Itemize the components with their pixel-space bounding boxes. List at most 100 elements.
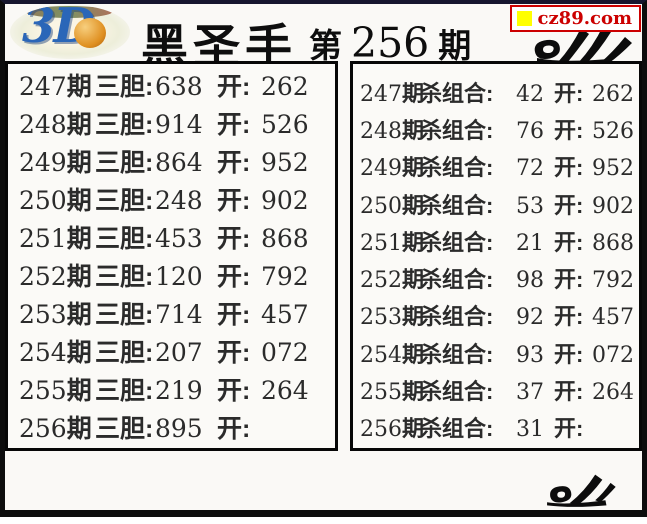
period-suffix: 期 — [402, 267, 425, 293]
footer — [5, 451, 642, 510]
period-cell: 252期 — [360, 262, 424, 294]
period-cell: 249期 — [19, 143, 95, 179]
kill-combo-value: 93 — [516, 342, 544, 368]
dan-value: 207 — [155, 338, 203, 367]
period-suffix: 期 — [66, 301, 92, 329]
kill-combo-row: 247期 杀组合: 42 开: 262 — [360, 76, 639, 108]
period-number: 248 — [360, 118, 402, 144]
period-number: 251 — [19, 224, 67, 253]
three-dan-row: 249期 三胆: 864 开: 952 — [19, 143, 335, 179]
kill-combo-value: 98 — [516, 268, 544, 294]
open-result: 868 — [592, 230, 634, 256]
period-number: 252 — [360, 268, 402, 294]
period-number: 254 — [360, 342, 402, 368]
period-cell: 256期 — [19, 409, 95, 445]
period-number: 255 — [19, 376, 67, 405]
open-result: 262 — [261, 72, 309, 101]
period-number: 256 — [360, 417, 402, 443]
period-cell: 253期 — [360, 299, 424, 331]
dan-value: 120 — [155, 262, 203, 291]
period-cell: 251期 — [360, 225, 424, 257]
dan-value: 453 — [155, 224, 203, 253]
period-suffix: 期 — [402, 192, 425, 218]
open-result: 792 — [261, 262, 309, 291]
period-suffix: 期 — [66, 111, 92, 139]
period-suffix: 期 — [66, 73, 92, 101]
period-cell: 254期 — [19, 333, 95, 369]
kill-combo-label: 杀组合: — [420, 267, 494, 293]
period-suffix: 期 — [402, 80, 425, 106]
period-cell: 248期 — [19, 105, 95, 141]
period-number: 253 — [360, 305, 402, 331]
open-label: 开: — [217, 149, 251, 177]
kill-combo-value: 72 — [516, 156, 544, 182]
period-number: 254 — [19, 338, 67, 367]
dan-label: 三胆: — [95, 339, 154, 367]
dan-value: 219 — [155, 376, 203, 405]
period-number: 252 — [19, 262, 67, 291]
open-label: 开: — [217, 263, 251, 291]
period-cell: 252期 — [19, 257, 95, 293]
open-label: 开: — [554, 80, 584, 106]
kill-combo-label: 杀组合: — [420, 341, 494, 367]
period-cell: 251期 — [19, 219, 95, 255]
kill-combo-label: 杀组合: — [420, 416, 494, 442]
open-label: 开: — [217, 339, 251, 367]
period-suffix: 期 — [402, 304, 425, 330]
dan-label: 三胆: — [95, 111, 154, 139]
kill-combo-label: 杀组合: — [420, 379, 494, 405]
kill-combo-label: 杀组合: — [420, 229, 494, 255]
three-dan-row: 254期 三胆: 207 开: 072 — [19, 333, 335, 369]
open-label: 开: — [554, 267, 584, 293]
period-cell: 247期 — [19, 67, 95, 103]
open-result: 262 — [592, 81, 634, 107]
kill-combo-label: 杀组合: — [420, 304, 494, 330]
dan-label: 三胆: — [95, 187, 154, 215]
open-result: 952 — [592, 156, 634, 182]
kill-combo-value: 31 — [516, 417, 544, 443]
dan-label: 三胆: — [95, 263, 154, 291]
open-label: 开: — [217, 415, 251, 443]
three-dan-row: 253期 三胆: 714 开: 457 — [19, 295, 335, 331]
kill-combo-row: 252期 杀组合: 98 开: 792 — [360, 262, 639, 294]
period-suffix: 期 — [402, 229, 425, 255]
kill-combo-label: 杀组合: — [420, 117, 494, 143]
site-watermark-badge: cz89.com — [510, 5, 641, 32]
period-number: 247 — [360, 81, 402, 107]
dan-value: 914 — [155, 110, 203, 139]
period-number: 250 — [19, 186, 67, 215]
open-result: 868 — [261, 224, 309, 253]
open-result: 952 — [261, 148, 309, 177]
dan-label: 三胆: — [95, 301, 154, 329]
dan-label: 三胆: — [95, 73, 154, 101]
period-cell: 253期 — [19, 295, 95, 331]
open-result: 902 — [261, 186, 309, 215]
period-cell: 248期 — [360, 113, 424, 145]
open-result: 902 — [592, 193, 634, 219]
period-suffix: 期 — [66, 377, 92, 405]
open-result: 457 — [261, 300, 309, 329]
lottery-3d-logo-icon: 3D — [10, 5, 130, 59]
period-number: 248 — [19, 110, 67, 139]
dan-label: 三胆: — [95, 225, 154, 253]
kill-combo-row: 249期 杀组合: 72 开: 952 — [360, 150, 639, 182]
dan-value: 714 — [155, 300, 203, 329]
yellow-square-icon — [517, 11, 533, 26]
period-cell: 249期 — [360, 150, 424, 182]
kill-combo-row: 256期 杀组合: 31 开: — [360, 411, 639, 443]
open-label: 开: — [217, 73, 251, 101]
open-label: 开: — [554, 192, 584, 218]
period-cell: 256期 — [360, 411, 424, 443]
open-label: 开: — [217, 301, 251, 329]
open-label: 开: — [554, 229, 584, 255]
period-number: 249 — [360, 156, 402, 182]
dan-label: 三胆: — [95, 377, 154, 405]
dan-value: 895 — [155, 414, 203, 443]
dan-label: 三胆: — [95, 415, 154, 443]
period-suffix: 期 — [66, 149, 92, 177]
open-label: 开: — [554, 155, 584, 181]
kill-combo-value: 42 — [516, 81, 544, 107]
three-dan-row: 247期 三胆: 638 开: 262 — [19, 67, 335, 103]
period-suffix: 期 — [402, 416, 425, 442]
three-dan-row: 250期 三胆: 248 开: 902 — [19, 181, 335, 217]
